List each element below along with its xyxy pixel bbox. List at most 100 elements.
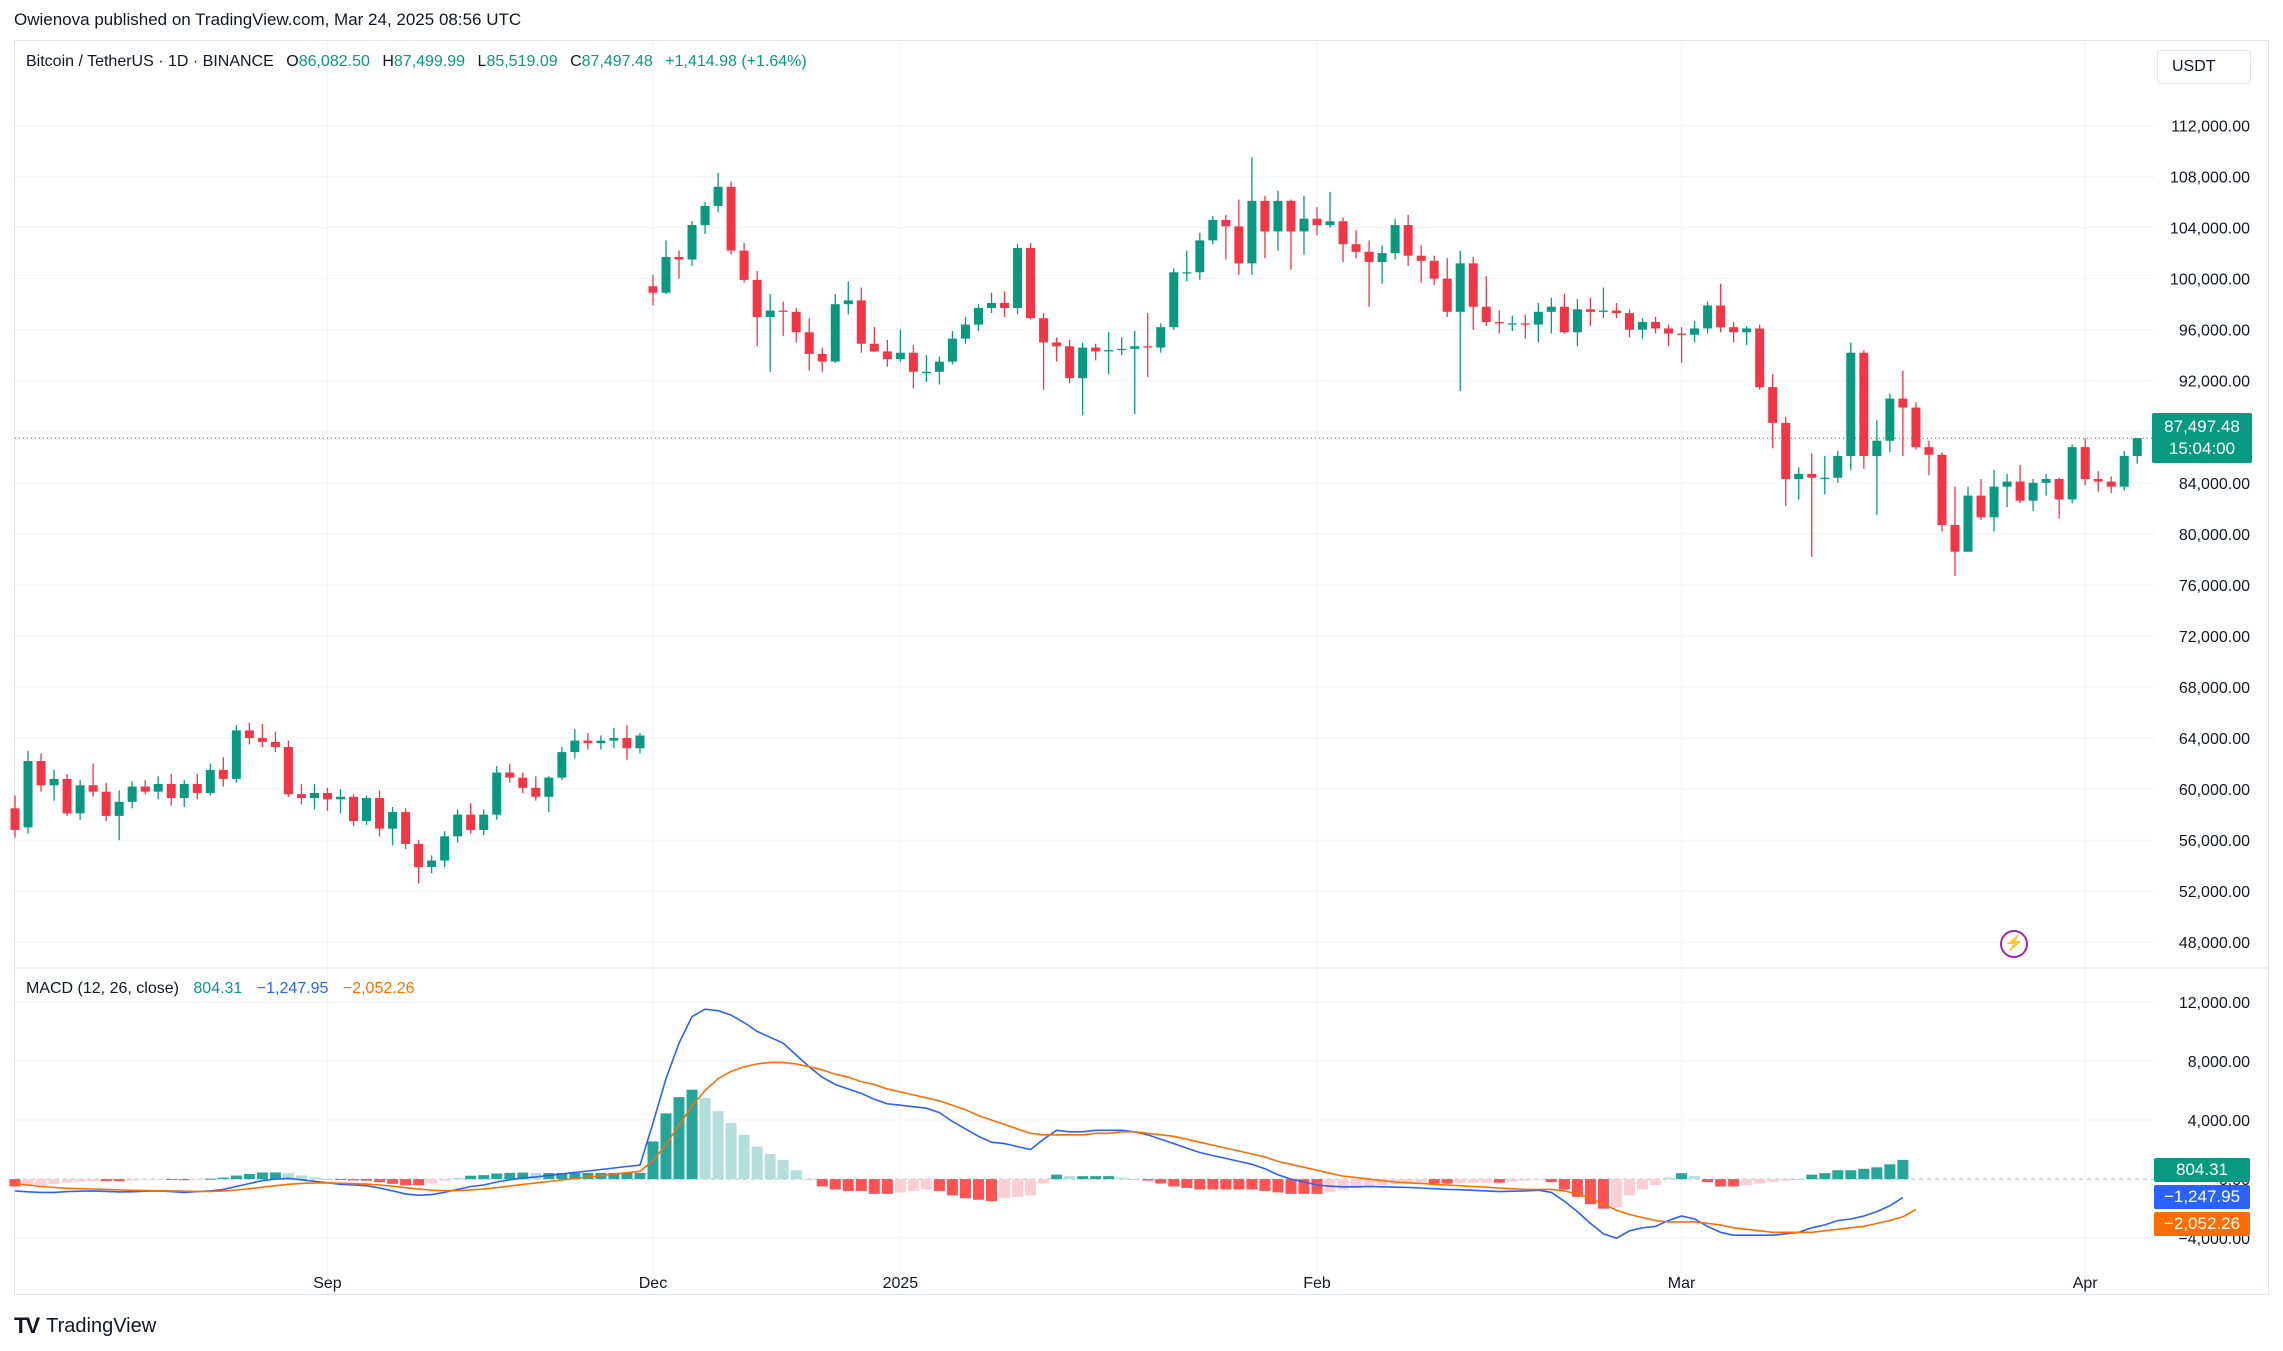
tradingview-logo-icon: TV <box>14 1313 40 1338</box>
macd-hist-bar <box>400 1179 412 1186</box>
macd-hist-bar <box>673 1097 685 1180</box>
candle-body <box>1325 221 1335 226</box>
price-tick-label: 52,000.00 <box>2179 884 2250 901</box>
macd-hist-bar <box>712 1111 724 1180</box>
candle-body <box>570 740 580 753</box>
macd-hist-bar <box>1363 1179 1375 1187</box>
symbol-name[interactable]: Bitcoin / TetherUS · 1D · BINANCE <box>26 53 274 70</box>
candle-body <box>1442 278 1452 312</box>
tradingview-brand[interactable]: TV TradingView <box>14 1313 156 1339</box>
macd-hist-bar <box>582 1172 594 1180</box>
candle-body <box>1390 225 1400 254</box>
candle-body <box>1039 318 1049 343</box>
candle-body <box>843 300 853 305</box>
macd-hist-bar <box>361 1179 373 1181</box>
candle-body <box>2015 481 2025 501</box>
candle-body <box>1742 328 1752 333</box>
macd-hist-bar <box>907 1179 919 1191</box>
macd-hist-bar <box>1754 1179 1766 1184</box>
candle-body <box>700 205 710 226</box>
macd-hist-bar <box>1272 1179 1284 1193</box>
candle-body <box>1794 473 1804 480</box>
price-tick-label: 112,000.00 <box>2171 119 2250 136</box>
price-tick-label: 92,000.00 <box>2179 374 2250 391</box>
macd-hist-bar <box>1285 1179 1297 1194</box>
macd-hist-bar <box>321 1178 333 1180</box>
macd-hist-bar <box>660 1113 672 1180</box>
candle-body <box>1169 272 1179 328</box>
candle-body <box>140 786 150 792</box>
price-tick-label: 72,000.00 <box>2179 629 2250 646</box>
candle-body <box>49 778 59 786</box>
candle-body <box>1937 454 1947 525</box>
macd-hist-bar <box>1467 1179 1479 1183</box>
candle-body <box>895 352 905 360</box>
candle-body <box>1377 253 1387 263</box>
candle-body <box>1781 422 1791 480</box>
candle-body <box>1052 342 1062 347</box>
candle-body <box>1117 348 1127 351</box>
candle-body <box>479 814 489 830</box>
candle-body <box>1364 251 1374 263</box>
candle-body <box>440 836 450 861</box>
candle-body <box>2028 482 2038 501</box>
macd-hist-bar <box>1806 1174 1818 1180</box>
macd-grid <box>15 1001 2154 1239</box>
candle-body <box>1585 309 1595 312</box>
macd-hist-bar <box>1259 1179 1271 1191</box>
candle-body <box>1924 447 1934 455</box>
macd-hist-bar <box>1194 1179 1206 1190</box>
macd-hist-bar <box>1493 1179 1505 1183</box>
macd-hist-bar <box>764 1153 776 1180</box>
macd-hist-bar <box>100 1179 112 1182</box>
macd-hist-bar <box>751 1146 763 1180</box>
candle-body <box>856 300 866 344</box>
macd-hist-bar <box>933 1179 945 1191</box>
lightning-icon[interactable]: ⚡ <box>2000 930 2028 958</box>
time-tick-label: Sep <box>313 1275 342 1292</box>
candle-body <box>1572 309 1582 333</box>
macd-axis: 12,000.008,000.004,000.000.00−4,000.00 <box>2178 995 2250 1248</box>
macd-title[interactable]: MACD (12, 26, close) <box>26 980 179 997</box>
currency-button[interactable]: USDT <box>2157 50 2251 84</box>
symbol-legend: Bitcoin / TetherUS · 1D · BINANCE O86,08… <box>26 53 815 71</box>
macd-hist-bar <box>738 1134 750 1180</box>
macd-hist-bar <box>217 1177 229 1180</box>
candle-body <box>336 796 345 800</box>
macd-hist-bar <box>87 1179 99 1182</box>
candle-body <box>62 778 72 814</box>
candle-body <box>1494 322 1504 324</box>
macd-hist-bar <box>1402 1179 1414 1184</box>
macd-hist-bar <box>1103 1176 1115 1180</box>
candle-body <box>257 738 267 742</box>
macd-hist-bar <box>881 1179 893 1194</box>
candle-body <box>1429 260 1439 279</box>
candle-body <box>1143 346 1153 348</box>
macd-hist-bar <box>1155 1179 1167 1184</box>
bar-countdown: 15:04:00 <box>2168 439 2236 459</box>
candle-body <box>1703 305 1713 329</box>
candle-body <box>322 792 332 800</box>
macd-hist-bar <box>335 1179 346 1181</box>
candle-body <box>127 786 137 802</box>
candle-body <box>218 769 228 779</box>
candle-body <box>414 843 424 867</box>
time-tick-label: Apr <box>2073 1275 2099 1292</box>
macd-hist-bar <box>1038 1179 1050 1184</box>
macd-hist-bar <box>1090 1176 1102 1180</box>
candle-body <box>231 730 241 779</box>
candle-body <box>1546 306 1556 312</box>
candle-body <box>687 225 697 260</box>
candle-body <box>1260 200 1270 232</box>
price-tick-label: 104,000.00 <box>2170 221 2250 238</box>
macd-hist-bar <box>920 1179 932 1190</box>
candle-body <box>1690 328 1700 335</box>
candle-body <box>1026 248 1036 319</box>
macd-hist-bar <box>517 1172 529 1180</box>
macd-hist-bar <box>1233 1179 1245 1190</box>
close-label: C <box>570 53 582 70</box>
chart-frame <box>14 40 2269 1295</box>
macd-hist-bar <box>1610 1179 1622 1208</box>
macd-hist-bar <box>842 1179 854 1191</box>
